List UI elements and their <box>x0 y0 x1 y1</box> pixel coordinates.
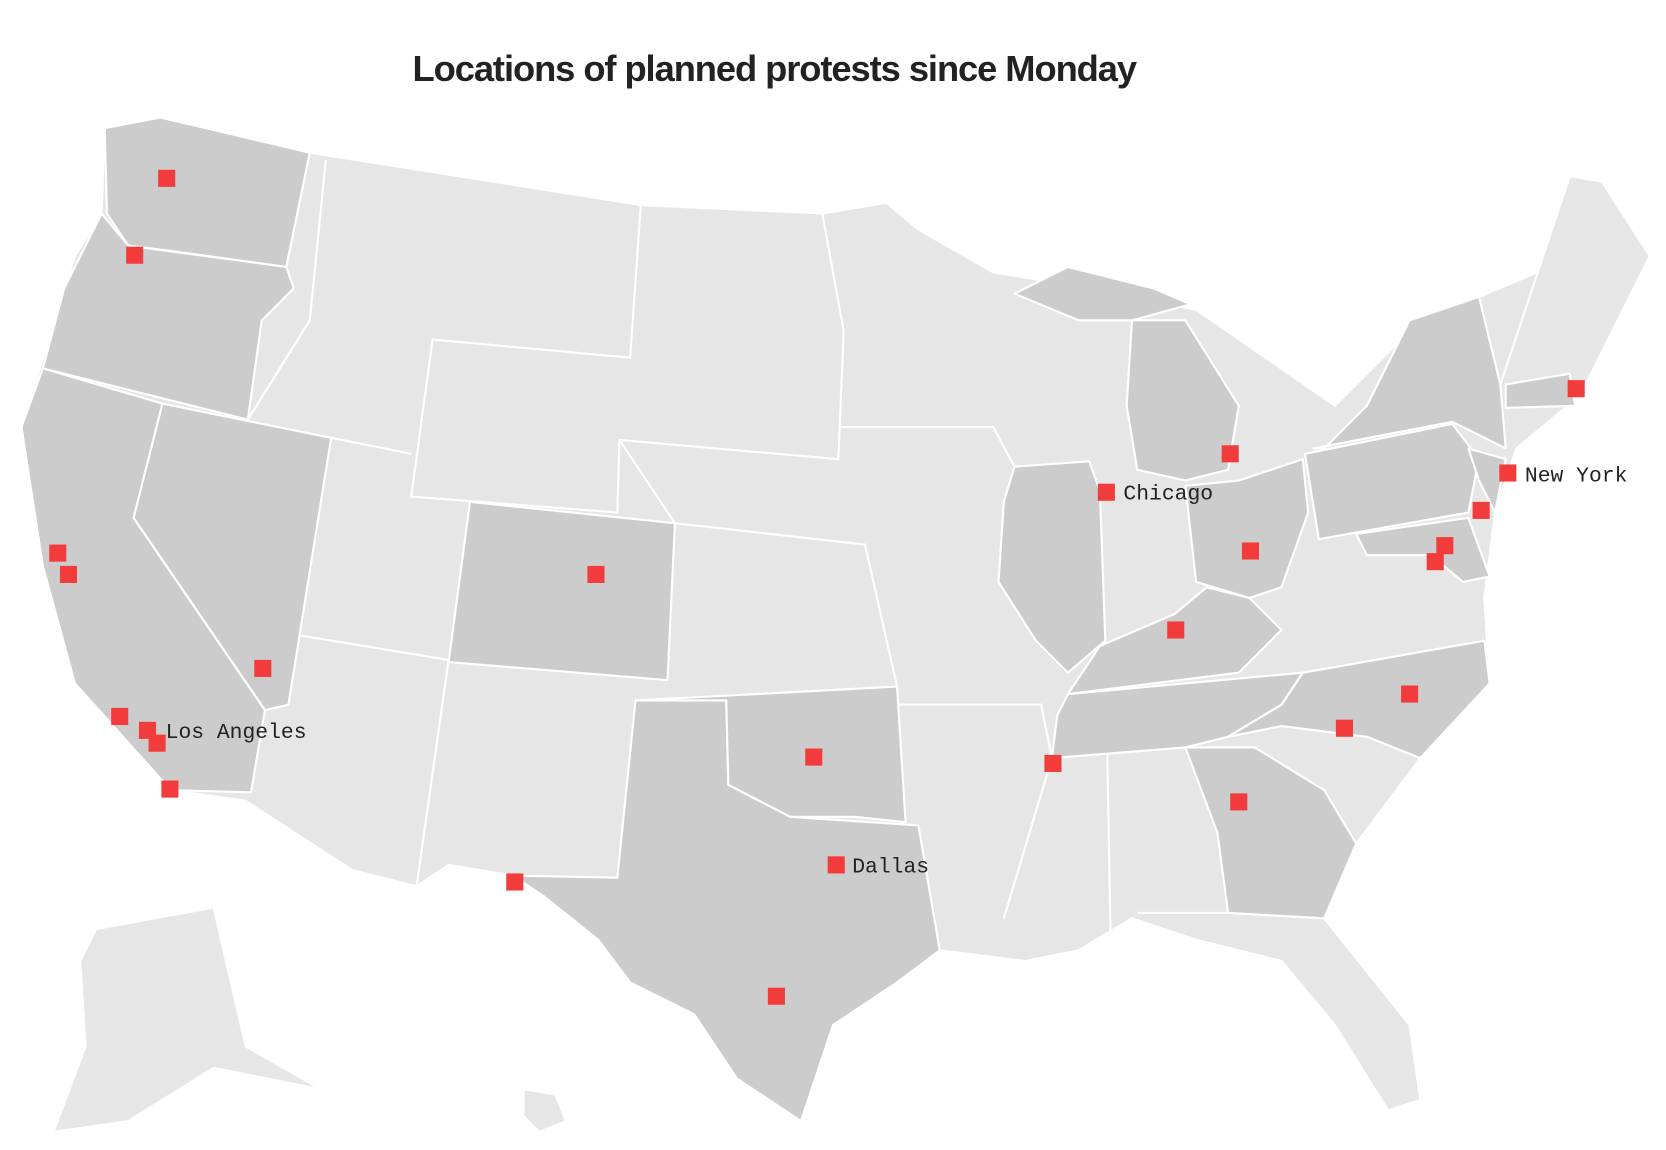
marker <box>1241 542 1260 560</box>
marker <box>1426 553 1444 571</box>
marker <box>1221 445 1239 463</box>
city-label: New York <box>1525 465 1627 489</box>
state <box>1013 265 1192 322</box>
hawaii <box>522 1088 568 1133</box>
state-border <box>330 436 412 455</box>
marker <box>767 987 785 1005</box>
marker <box>1567 380 1585 398</box>
markers <box>49 169 1585 1005</box>
marker <box>1335 719 1354 737</box>
marker <box>111 707 129 726</box>
state <box>1125 319 1240 482</box>
marker <box>506 873 524 891</box>
marker <box>1097 483 1115 501</box>
state <box>103 116 311 269</box>
state-border <box>1499 271 1539 385</box>
city-label: Dallas <box>852 855 929 879</box>
marker <box>1472 501 1490 519</box>
state-border <box>410 204 845 514</box>
marker <box>161 780 179 798</box>
state <box>1504 372 1577 409</box>
city-label: Chicago <box>1123 483 1213 507</box>
marker <box>1230 793 1248 811</box>
marker <box>827 856 845 874</box>
state <box>1312 295 1507 450</box>
marker <box>1401 685 1419 703</box>
marker <box>1044 754 1062 773</box>
state <box>997 460 1107 674</box>
marker <box>254 659 272 677</box>
city-labels: Chicago New York Los Angeles Dallas <box>166 465 1628 880</box>
state <box>1227 639 1491 760</box>
marker <box>587 565 605 584</box>
marker <box>59 565 78 584</box>
marker <box>1167 621 1185 639</box>
marker <box>1436 537 1454 555</box>
map-title: Locations of planned protests since Mond… <box>412 48 1136 89</box>
state <box>634 685 907 824</box>
alaska <box>52 906 322 1133</box>
state <box>1184 458 1310 600</box>
state-border <box>897 703 1053 919</box>
city-label: Los Angeles <box>166 721 307 745</box>
state <box>1355 516 1491 584</box>
state <box>447 500 677 682</box>
state <box>1184 746 1358 920</box>
state-border <box>838 426 1016 468</box>
marker <box>158 169 176 187</box>
state <box>132 402 333 712</box>
marker <box>148 734 166 752</box>
marker <box>126 246 144 264</box>
state <box>1303 422 1481 541</box>
marker <box>805 748 823 766</box>
marker <box>49 544 67 562</box>
state <box>1467 447 1507 514</box>
highlighted-states <box>20 116 1577 1123</box>
marker <box>1499 464 1517 482</box>
state <box>41 212 295 421</box>
state-border <box>246 160 327 421</box>
